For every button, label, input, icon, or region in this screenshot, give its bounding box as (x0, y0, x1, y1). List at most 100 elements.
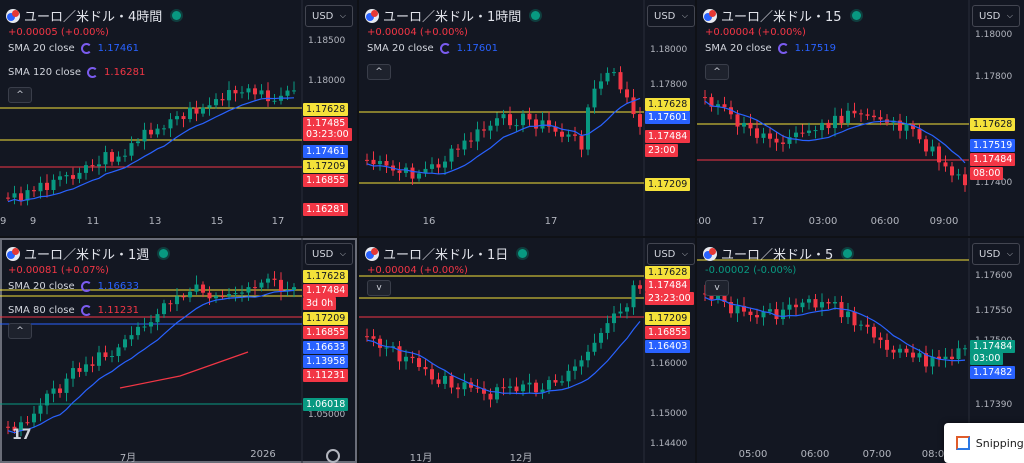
symbol-header[interactable]: ユーロ／米ドル・1週 (6, 244, 169, 263)
candle (292, 287, 296, 291)
sma-line (704, 296, 966, 362)
candle (865, 324, 870, 327)
candle (430, 164, 434, 169)
candle (963, 174, 967, 186)
candle (579, 135, 584, 150)
legend-collapse-button[interactable]: ^ (8, 323, 32, 339)
candle (6, 426, 10, 428)
time-tick: 06:00 (870, 216, 900, 227)
candle (384, 161, 389, 166)
gear-icon[interactable] (326, 449, 340, 463)
candle (397, 170, 402, 173)
chart-pane-5[interactable]: ユーロ／米ドル・1日 +0.00004 (+0.00%) v USD ⌵ 1.16000 1… (359, 238, 695, 463)
legend-collapse-button[interactable]: ^ (8, 87, 32, 103)
candle (188, 291, 192, 298)
candle (25, 190, 30, 201)
symbol-header[interactable]: ユーロ／米ドル・1日 (365, 244, 528, 263)
price-plot[interactable] (0, 0, 357, 236)
candle (638, 114, 642, 127)
currency-select[interactable]: USD ⌵ (972, 5, 1020, 27)
snipping-tool-notification[interactable]: Snipping T (944, 423, 1024, 463)
indicator-legend[interactable]: SMA 20 close 1.16633 (8, 281, 139, 292)
chart-pane-1[interactable]: ユーロ／米ドル・4時間 +0.00005 (+0.00%) SMA 20 close… (0, 0, 357, 236)
candle (482, 129, 486, 131)
candle (885, 339, 889, 350)
chevron-down-icon: ⌵ (681, 11, 688, 20)
price-plot[interactable] (0, 238, 357, 463)
candle (911, 352, 915, 358)
candle (430, 369, 434, 380)
legend-collapse-button[interactable]: ^ (705, 64, 729, 80)
candle (227, 294, 231, 297)
price-plot[interactable] (697, 0, 1024, 236)
price-plot[interactable] (359, 238, 695, 463)
price-label: 1.17519 (970, 139, 1016, 152)
candle (612, 72, 616, 74)
legend-collapse-button[interactable]: ^ (367, 64, 391, 80)
symbol-title[interactable]: ユーロ／米ドル・1時間 (383, 10, 522, 25)
candle (859, 113, 863, 115)
indicator-legend[interactable]: SMA 80 close 1.11231 (8, 305, 139, 316)
symbol-title[interactable]: ユーロ／米ドル・5 (721, 248, 834, 263)
candle (534, 119, 538, 129)
candle (240, 292, 244, 294)
candle (279, 279, 283, 292)
candle (64, 378, 69, 393)
candle (495, 118, 499, 126)
price-tick: 1.17390 (975, 400, 1013, 410)
legend-collapse-button[interactable]: v (705, 280, 729, 296)
currency-select[interactable]: USD ⌵ (972, 243, 1020, 265)
symbol-title[interactable]: ユーロ／米ドル・15 (721, 10, 842, 25)
symbol-title[interactable]: ユーロ／米ドル・4時間 (24, 10, 163, 25)
legend-collapse-button[interactable]: v (367, 280, 391, 296)
candle (943, 356, 948, 360)
price-label: 23:23:00 (645, 292, 694, 305)
price-label: 1.13958 (303, 355, 349, 368)
price-tick: 1.18500 (308, 36, 346, 46)
symbol-title[interactable]: ユーロ／米ドル・1週 (24, 248, 150, 263)
tradingview-logo[interactable]: 17 (12, 427, 32, 443)
candle (612, 313, 616, 324)
candle (501, 387, 506, 389)
currency-select[interactable]: USD ⌵ (647, 243, 695, 265)
candle (943, 162, 948, 167)
price-label: 1.17209 (303, 160, 349, 173)
indicator-legend[interactable]: SMA 20 close 1.17601 (367, 43, 498, 54)
candle (937, 146, 941, 163)
symbol-header[interactable]: ユーロ／米ドル・1時間 (365, 6, 541, 25)
candle (963, 348, 967, 350)
chart-pane-3[interactable]: ユーロ／米ドル・15 +0.00004 (+0.00%) SMA 20 close 1… (697, 0, 1024, 236)
candle (586, 351, 590, 361)
candle (514, 125, 519, 127)
candle (917, 353, 922, 358)
candle (25, 422, 30, 424)
chart-pane-6[interactable]: ユーロ／米ドル・5 -0.00002 (-0.00%) v USD ⌵ 1.17600 1.… (697, 238, 1024, 463)
candle (246, 287, 251, 293)
indicator-legend[interactable]: SMA 20 close 1.17461 (8, 43, 139, 54)
candle (71, 175, 75, 179)
candle (90, 165, 95, 167)
candle (272, 100, 277, 102)
symbol-header[interactable]: ユーロ／米ドル・15 (703, 6, 861, 25)
price-label: 1.16855 (303, 174, 349, 187)
indicator-legend[interactable]: SMA 120 close 1.16281 (8, 67, 145, 78)
candle (768, 309, 772, 312)
chart-pane-2[interactable]: ユーロ／米ドル・1時間 +0.00004 (+0.00%) SMA 20 close… (359, 0, 695, 236)
chart-pane-4[interactable]: ユーロ／米ドル・1週 +0.00081 (+0.07%) SMA 20 close 1… (0, 238, 357, 463)
price-plot[interactable] (697, 238, 1024, 463)
indicator-legend[interactable]: SMA 20 close 1.17519 (705, 43, 836, 54)
currency-select[interactable]: USD ⌵ (305, 5, 353, 27)
sma-line (7, 289, 295, 434)
currency-select[interactable]: USD ⌵ (647, 5, 695, 27)
sma-line (366, 97, 641, 175)
candle (201, 284, 205, 293)
symbol-header[interactable]: ユーロ／米ドル・4時間 (6, 6, 182, 25)
time-tick: 13 (148, 216, 162, 227)
currency-select[interactable]: USD ⌵ (305, 243, 353, 265)
sma-80-line (119, 351, 249, 389)
price-plot[interactable] (359, 0, 695, 236)
symbol-title[interactable]: ユーロ／米ドル・1日 (383, 248, 509, 263)
candle (233, 293, 238, 295)
symbol-header[interactable]: ユーロ／米ドル・5 (703, 244, 853, 263)
market-open-icon (518, 249, 528, 258)
